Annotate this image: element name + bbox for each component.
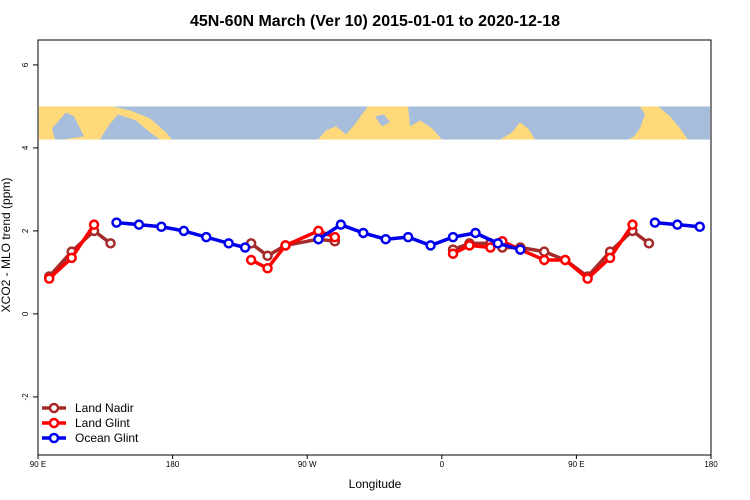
land-glint-point: [464, 240, 475, 251]
ocean-glint-point: [358, 227, 369, 239]
ocean-glint-line: [317, 222, 521, 252]
land-glint-point: [604, 252, 616, 264]
y-tick-label: 4: [21, 145, 30, 150]
ocean-glint-point: [178, 225, 190, 237]
x-tick-label: 0: [440, 460, 445, 469]
legend-label-land-glint: Land Glint: [75, 416, 130, 430]
land-glint-point: [485, 242, 496, 253]
map-ocean-2: [100, 114, 160, 140]
legend-marker-land-glint: [48, 417, 60, 429]
map-ocean-6: [548, 114, 566, 133]
ocean-glint-point: [201, 231, 212, 243]
land-nadir-point: [262, 250, 273, 262]
x-tick-label: 180: [704, 460, 718, 469]
x-axis: 90 E 180 90 W 0 90 E 180: [30, 455, 718, 469]
series-land-nadir: [43, 225, 655, 282]
ocean-glint-point: [313, 233, 324, 245]
ocean-glint-point: [425, 240, 436, 251]
legend-label-land-nadir: Land Nadir: [75, 401, 134, 415]
y-axis-label: XCO2 - MLO trend (ppm): [0, 178, 13, 313]
ocean-glint-point: [156, 221, 167, 232]
ocean-glint-point: [133, 219, 145, 230]
land-glint-point: [538, 254, 550, 266]
land-glint-point: [313, 225, 324, 237]
ocean-glint-point: [694, 221, 706, 232]
legend-label-ocean-glint: Ocean Glint: [75, 431, 139, 445]
ocean-glint-point: [515, 244, 526, 255]
land-nadir-point: [643, 238, 655, 249]
x-tick-label: 90 W: [298, 460, 317, 469]
land-glint-point: [66, 252, 77, 264]
ocean-glint-point: [672, 219, 683, 230]
series-ocean-glint: [111, 217, 706, 255]
land-glint-point: [627, 219, 638, 230]
land-glint-point: [43, 273, 55, 284]
ocean-glint-point: [402, 231, 414, 243]
ocean-glint-point: [470, 227, 481, 239]
land-nadir-point: [538, 246, 550, 257]
land-glint-point: [280, 240, 291, 251]
x-tick-label: 180: [166, 460, 180, 469]
chart-title: 45N-60N March (Ver 10) 2015-01-01 to 202…: [190, 13, 560, 30]
x-axis-label: Longitude: [349, 477, 402, 491]
land-glint-point: [447, 248, 459, 259]
y-tick-label: 0: [21, 311, 30, 316]
legend-marker-ocean-glint: [48, 432, 60, 444]
map-ocean-3: [112, 106, 368, 140]
map-ocean-5: [408, 106, 645, 140]
ocean-glint-point: [380, 233, 391, 245]
land-glint-line: [452, 223, 634, 281]
map-ocean-7: [658, 106, 710, 140]
plot-frame: [37, 39, 712, 456]
map-ocean-4: [375, 114, 390, 127]
legend-marker-land-nadir: [48, 402, 60, 414]
land-glint-point: [262, 263, 273, 274]
y-tick-label: 6: [21, 62, 30, 67]
land-glint-point: [329, 231, 341, 243]
y-tick-label: 2: [21, 228, 30, 233]
ocean-glint-point: [335, 219, 347, 230]
land-glint-point: [559, 254, 571, 266]
land-nadir-point: [105, 238, 116, 249]
ocean-glint-point: [239, 242, 251, 253]
land-glint-point: [88, 219, 100, 230]
x-tick-label: 90 E: [30, 460, 46, 469]
map-ocean-1: [52, 112, 84, 140]
ocean-glint-point: [223, 238, 234, 249]
land-glint-point: [582, 273, 593, 284]
ocean-glint-point: [111, 217, 122, 228]
y-tick-label: -2: [21, 393, 30, 401]
ocean-glint-point: [492, 238, 504, 249]
map-band: [39, 106, 710, 140]
series-layer: [43, 217, 706, 284]
ocean-glint-point: [447, 231, 459, 243]
x-tick-label: 90 E: [568, 460, 584, 469]
land-glint-point: [245, 254, 257, 266]
ocean-glint-point: [649, 217, 661, 228]
y-axis: -2 0 2 4 6: [21, 62, 38, 400]
series-land-glint: [43, 219, 638, 284]
